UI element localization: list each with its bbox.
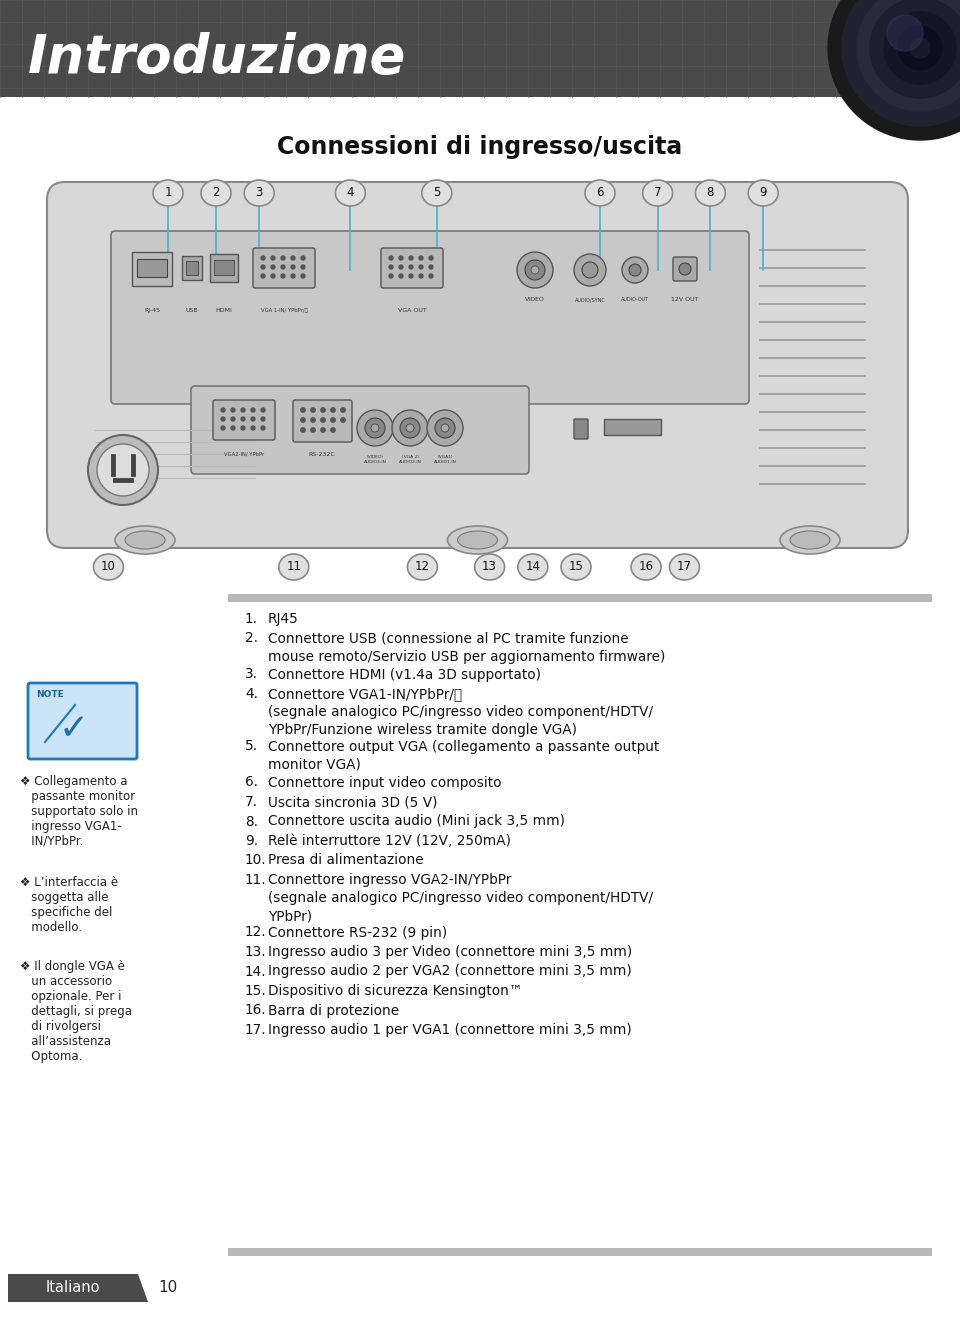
Circle shape <box>419 265 423 269</box>
Circle shape <box>301 273 305 277</box>
Ellipse shape <box>780 525 840 553</box>
Circle shape <box>291 265 295 269</box>
Circle shape <box>221 426 225 430</box>
Text: Connettore ingresso VGA2-IN/YPbPr
(segnale analogico PC/ingresso video component: Connettore ingresso VGA2-IN/YPbPr (segna… <box>268 873 653 924</box>
Circle shape <box>399 265 403 269</box>
Text: RJ45: RJ45 <box>268 612 299 626</box>
Circle shape <box>271 273 275 277</box>
Text: 4: 4 <box>347 187 354 199</box>
Circle shape <box>392 410 428 446</box>
Circle shape <box>241 407 245 411</box>
Text: all’assistenza: all’assistenza <box>20 1035 111 1048</box>
FancyBboxPatch shape <box>253 248 315 288</box>
Text: 4.: 4. <box>245 687 258 701</box>
FancyBboxPatch shape <box>210 253 238 283</box>
Text: (VIDEO)
AUDIO3-IN: (VIDEO) AUDIO3-IN <box>364 455 387 463</box>
FancyBboxPatch shape <box>132 252 172 287</box>
Polygon shape <box>898 27 942 70</box>
Text: RS-232C: RS-232C <box>308 453 335 456</box>
Text: 17: 17 <box>677 560 692 573</box>
Text: Ingresso audio 3 per Video (connettore mini 3,5 mm): Ingresso audio 3 per Video (connettore m… <box>268 945 633 959</box>
Circle shape <box>389 265 393 269</box>
Circle shape <box>679 263 691 275</box>
Ellipse shape <box>517 553 548 580</box>
Circle shape <box>281 256 285 260</box>
Text: 5.: 5. <box>245 739 258 754</box>
Circle shape <box>261 407 265 411</box>
Text: Connettore HDMI (v1.4a 3D supportato): Connettore HDMI (v1.4a 3D supportato) <box>268 667 541 682</box>
Circle shape <box>88 435 158 506</box>
Text: 2: 2 <box>212 187 220 199</box>
Circle shape <box>301 265 305 269</box>
Text: Connettore input video composito: Connettore input video composito <box>268 775 501 790</box>
Text: USB: USB <box>185 308 199 313</box>
Text: Dispositivo di sicurezza Kensington™: Dispositivo di sicurezza Kensington™ <box>268 985 522 998</box>
Circle shape <box>291 256 295 260</box>
Text: 8.: 8. <box>245 815 258 828</box>
Text: modello.: modello. <box>20 921 82 934</box>
FancyBboxPatch shape <box>604 419 661 435</box>
Text: Barra di protezione: Barra di protezione <box>268 1003 399 1018</box>
Text: 16.: 16. <box>245 1003 267 1018</box>
Ellipse shape <box>407 553 438 580</box>
Circle shape <box>321 418 325 422</box>
Text: (VGA 2)
AUDIO2-IN: (VGA 2) AUDIO2-IN <box>398 455 421 463</box>
Text: 10: 10 <box>101 560 116 573</box>
Circle shape <box>221 407 225 411</box>
Text: 12.: 12. <box>245 925 267 940</box>
Polygon shape <box>8 1274 148 1302</box>
Circle shape <box>311 427 315 433</box>
Polygon shape <box>887 15 923 50</box>
Text: NOTE: NOTE <box>36 690 63 699</box>
Text: ✓: ✓ <box>59 713 89 747</box>
Circle shape <box>341 407 346 413</box>
Circle shape <box>301 256 305 260</box>
Text: 7.: 7. <box>245 795 258 809</box>
Circle shape <box>622 257 648 283</box>
Bar <box>0 0 960 97</box>
Ellipse shape <box>335 180 366 206</box>
Circle shape <box>399 273 403 277</box>
Text: Connettore output VGA (collegamento a passante output
monitor VGA): Connettore output VGA (collegamento a pa… <box>268 739 660 772</box>
Circle shape <box>241 417 245 421</box>
Circle shape <box>221 417 225 421</box>
Ellipse shape <box>695 180 726 206</box>
Text: 13: 13 <box>482 560 497 573</box>
Text: 15: 15 <box>568 560 584 573</box>
Circle shape <box>281 265 285 269</box>
Circle shape <box>251 407 255 411</box>
Circle shape <box>429 256 433 260</box>
Text: ingresso VGA1-: ingresso VGA1- <box>20 820 122 833</box>
Text: VGA 1-IN/ YPbPr/㏔: VGA 1-IN/ YPbPr/㏔ <box>260 308 307 313</box>
Text: soggetta alle: soggetta alle <box>20 890 108 904</box>
Text: 6.: 6. <box>245 775 258 790</box>
Text: 9.: 9. <box>245 833 258 848</box>
Polygon shape <box>910 38 930 58</box>
Text: 5: 5 <box>433 187 441 199</box>
Text: un accessorio: un accessorio <box>20 975 112 989</box>
Text: ❖ Collegamento a: ❖ Collegamento a <box>20 775 128 788</box>
Text: ❖ L’interfaccia è: ❖ L’interfaccia è <box>20 876 118 889</box>
Polygon shape <box>884 12 956 84</box>
Circle shape <box>291 273 295 277</box>
Text: 10: 10 <box>158 1281 178 1295</box>
Circle shape <box>525 260 545 280</box>
Circle shape <box>441 425 449 433</box>
Polygon shape <box>842 0 960 126</box>
Circle shape <box>389 273 393 277</box>
Text: Presa di alimentazione: Presa di alimentazione <box>268 853 423 868</box>
Text: 2.: 2. <box>245 632 258 645</box>
FancyBboxPatch shape <box>191 386 529 474</box>
Text: Uscita sincronia 3D (5 V): Uscita sincronia 3D (5 V) <box>268 795 438 809</box>
Circle shape <box>271 256 275 260</box>
Ellipse shape <box>561 553 591 580</box>
Text: Connettore uscita audio (Mini jack 3,5 mm): Connettore uscita audio (Mini jack 3,5 m… <box>268 815 565 828</box>
Circle shape <box>231 407 235 411</box>
Text: 1.: 1. <box>245 612 258 626</box>
FancyBboxPatch shape <box>214 260 234 275</box>
Text: 3: 3 <box>255 187 263 199</box>
Text: 10.: 10. <box>245 853 267 868</box>
Circle shape <box>311 407 315 413</box>
Circle shape <box>427 410 463 446</box>
Text: VGA OUT: VGA OUT <box>397 308 426 313</box>
